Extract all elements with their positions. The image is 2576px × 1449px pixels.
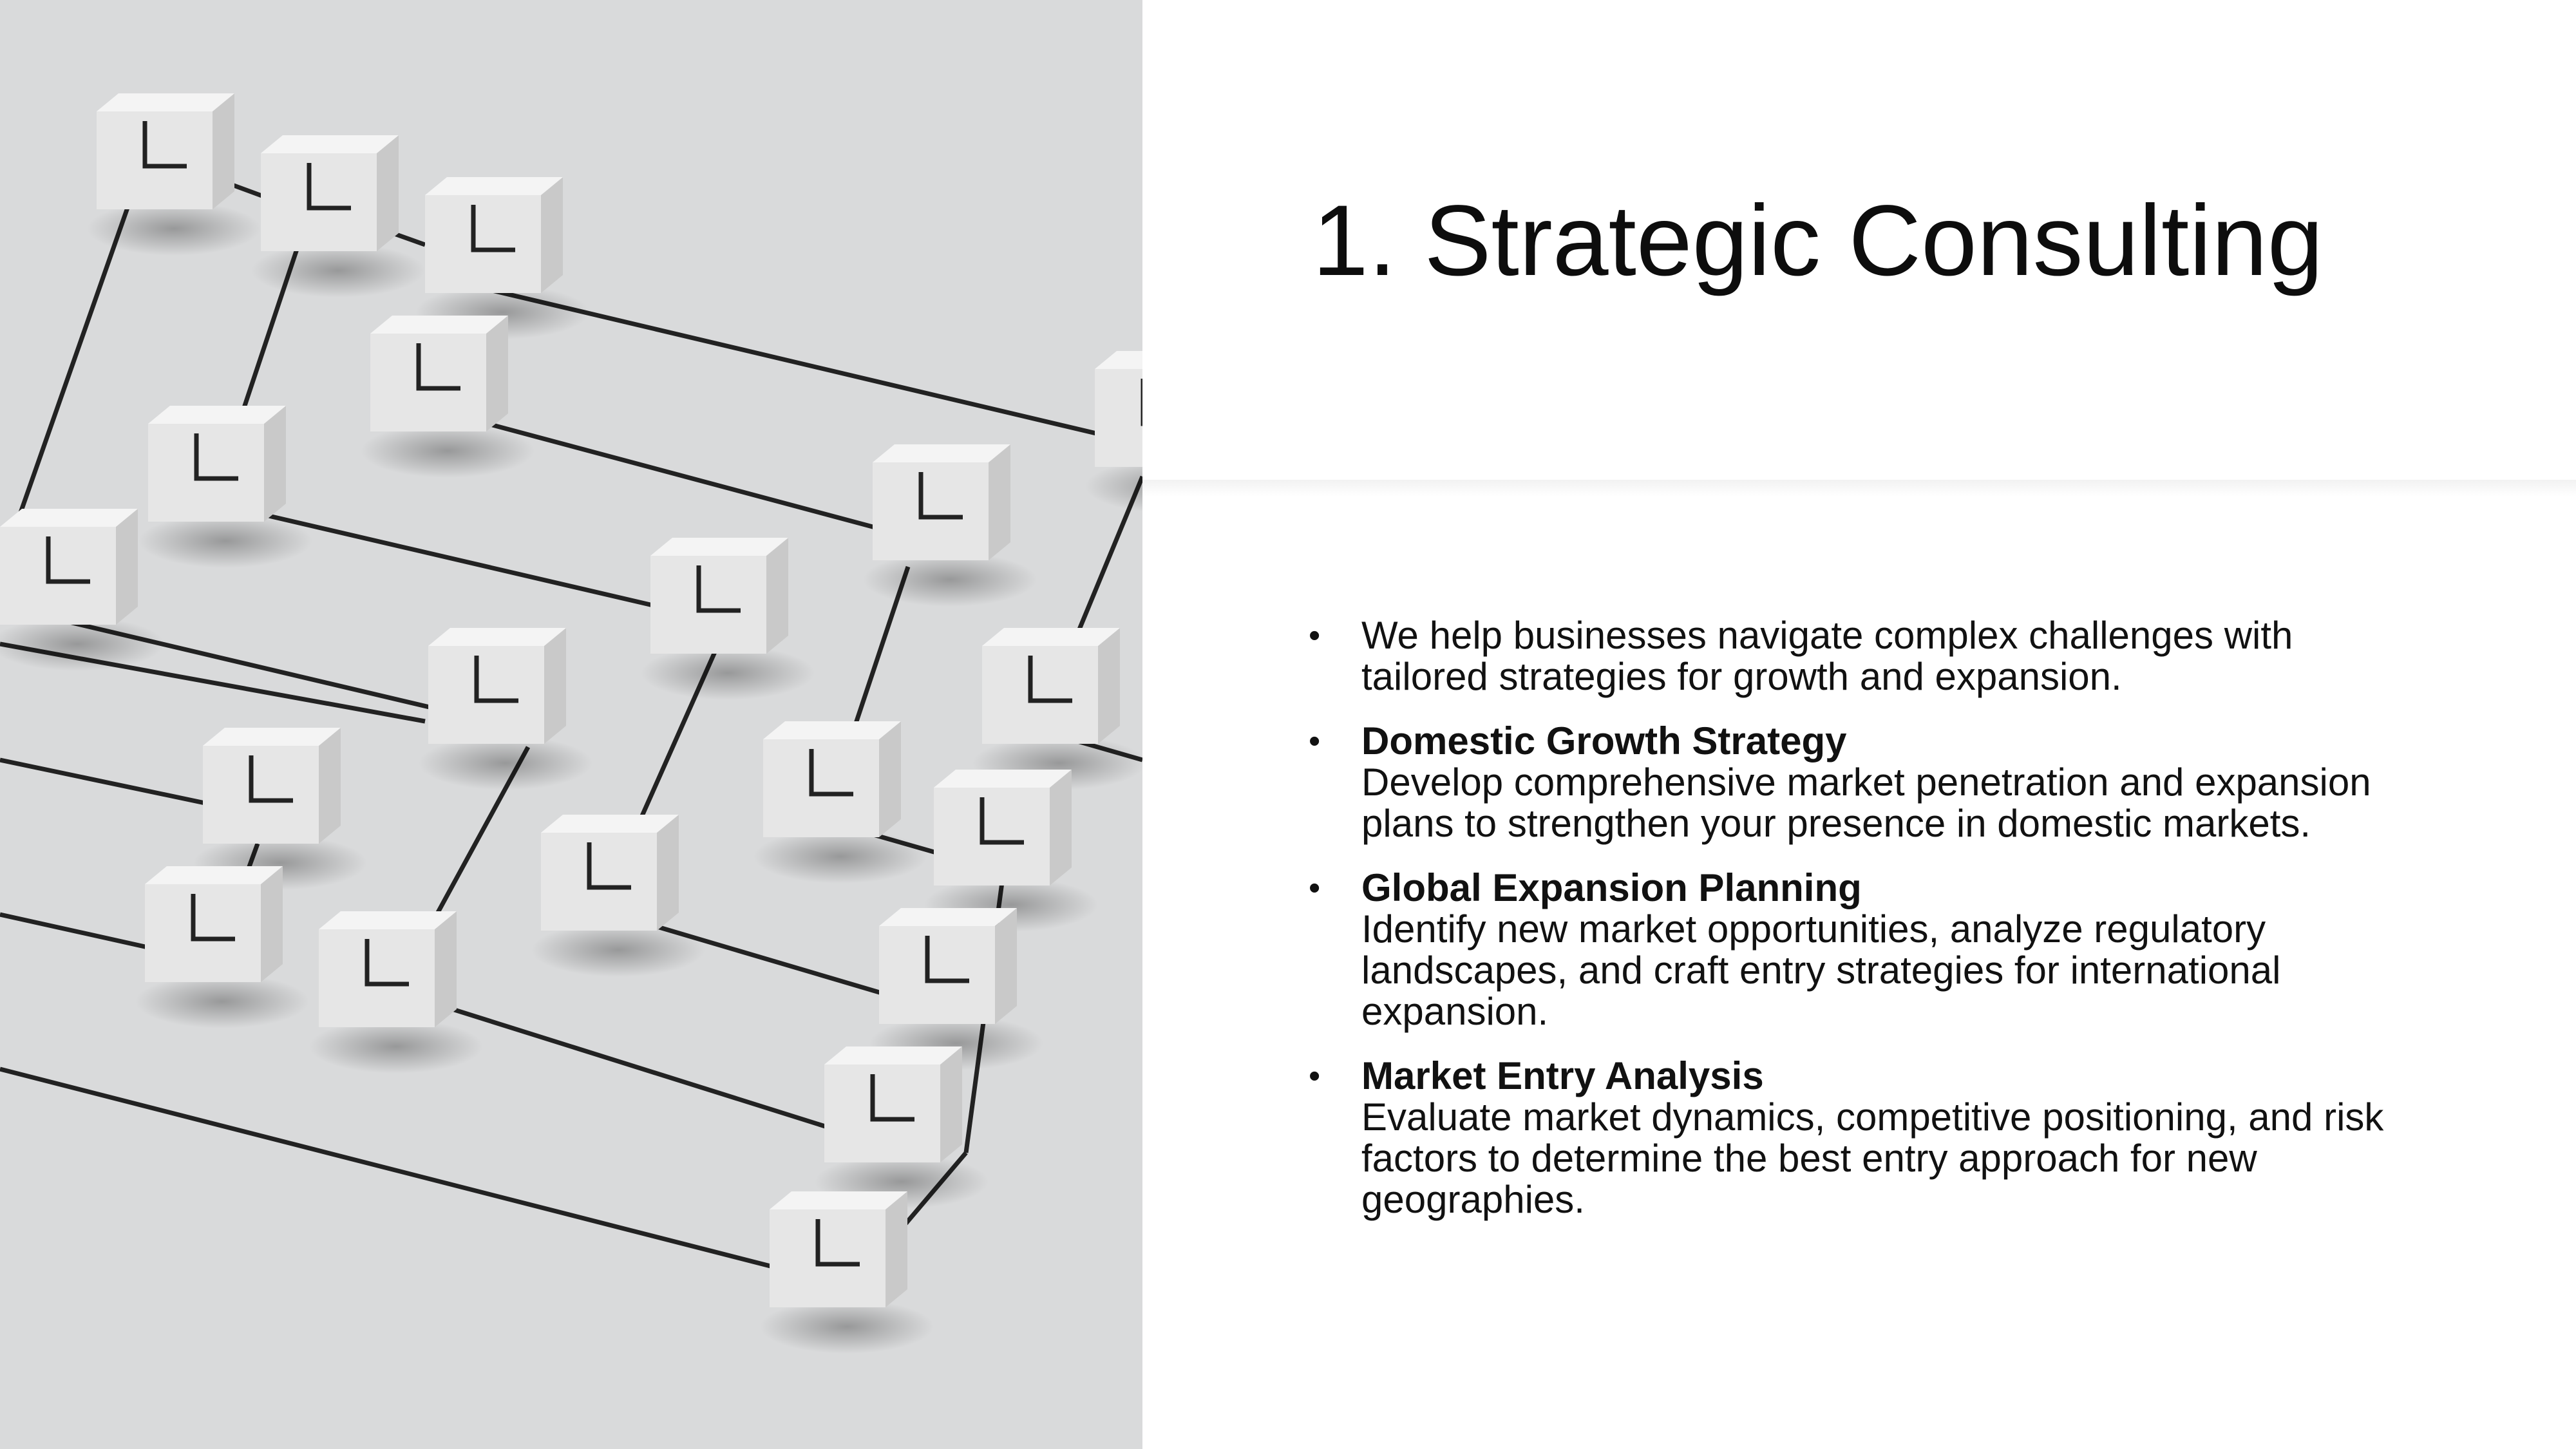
cube: [415, 177, 589, 339]
cube: [193, 728, 367, 890]
cube: [0, 509, 164, 671]
item-description: Evaluate market dynamics, competitive po…: [1361, 1095, 2384, 1221]
cube: [869, 908, 1043, 1070]
cube: [1085, 351, 1142, 512]
list-item: • We help businesses navigate complex ch…: [1309, 615, 2416, 697]
cube-network-illustration: [0, 93, 1142, 1354]
connector-line: [437, 1002, 890, 1149]
cube: [138, 406, 312, 568]
cube: [361, 316, 535, 478]
item-heading: Global Expansion Planning: [1361, 866, 1862, 909]
cube: [531, 815, 705, 977]
connector-line: [444, 410, 902, 537]
title-divider: [1142, 480, 2576, 497]
cube: [924, 770, 1098, 932]
cubes: [0, 93, 1142, 1354]
list-item: • Market Entry Analysis Evaluate market …: [1309, 1056, 2416, 1220]
cube: [815, 1046, 989, 1209]
connector-line: [489, 287, 1142, 447]
cube: [419, 628, 592, 790]
connector-lines: [0, 158, 1142, 1284]
connector-line: [0, 1066, 831, 1284]
hero-image: [0, 0, 1142, 1449]
cube: [760, 1191, 934, 1354]
item-description: Develop comprehensive market penetration…: [1361, 761, 2371, 845]
bullet-icon: •: [1309, 1057, 1321, 1095]
item-heading: Market Entry Analysis: [1361, 1054, 1764, 1097]
item-heading: Domestic Growth Strategy: [1361, 719, 1847, 762]
cube: [135, 866, 309, 1028]
list-item: • Global Expansion Planning Identify new…: [1309, 867, 2416, 1032]
bullet-icon: •: [1309, 617, 1321, 654]
list-item: • Domestic Growth Strategy Develop compr…: [1309, 721, 2416, 844]
cube: [972, 628, 1142, 790]
bullet-icon: •: [1309, 869, 1321, 907]
bullet-icon: •: [1309, 723, 1321, 760]
cube: [641, 538, 815, 700]
intro-text: We help businesses navigate complex chal…: [1361, 614, 2293, 698]
cube: [863, 444, 1037, 607]
cube: [251, 135, 425, 298]
content-list: • We help businesses navigate complex ch…: [1309, 615, 2416, 1244]
item-description: Identify new market opportunities, analy…: [1361, 907, 2281, 1033]
slide-title: 1. Strategic Consulting: [1312, 185, 2324, 297]
cube: [309, 911, 483, 1074]
cube: [87, 93, 261, 256]
connector-line: [238, 506, 709, 621]
cube: [753, 721, 927, 884]
